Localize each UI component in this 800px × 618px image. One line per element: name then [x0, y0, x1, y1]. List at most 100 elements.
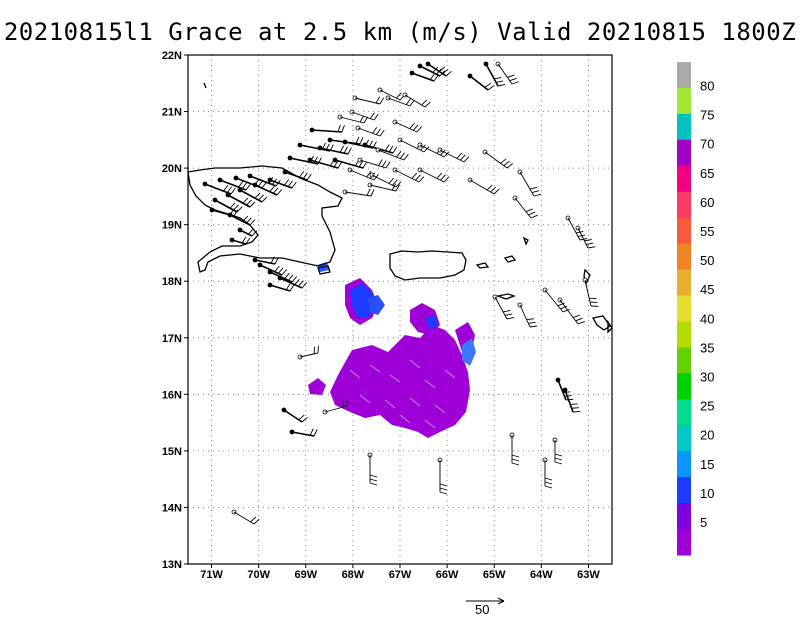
colorbar-swatch	[677, 191, 691, 219]
lon-tick-label: 64W	[530, 569, 553, 581]
colorbar-swatch	[677, 165, 691, 193]
lat-tick-label: 15N	[162, 446, 182, 458]
wind-barb	[509, 432, 520, 466]
wind-barb	[552, 437, 563, 465]
wind-barb	[495, 61, 520, 85]
wind-barbs	[202, 61, 599, 525]
colorbar-label: 35	[700, 340, 714, 355]
wind-barb	[237, 227, 258, 237]
wind-barb	[367, 452, 378, 486]
wind-barb	[357, 157, 391, 169]
colorbar-swatch	[677, 425, 691, 452]
colorbar-label: 30	[700, 370, 714, 385]
wind-barb	[367, 182, 400, 192]
lat-tick-label: 14N	[162, 502, 182, 514]
wind-barb	[342, 188, 375, 197]
wind-barb	[252, 256, 279, 265]
wind-barb	[392, 119, 423, 133]
lat-tick-label: 22N	[162, 50, 182, 62]
wind-barb	[267, 177, 297, 189]
colorbar: 5 10 15 20 25 30 35 40 45 50 55 60 65 70 75 80	[677, 62, 714, 556]
wind-barb	[307, 157, 343, 169]
reference-arrowhead	[497, 597, 505, 605]
colorbar-label: 45	[700, 282, 714, 297]
wind-barb	[392, 167, 425, 183]
wind-barb	[512, 195, 538, 219]
wind-barb	[482, 149, 514, 169]
colorbar-label: 55	[700, 224, 714, 239]
wind-barb	[575, 225, 596, 249]
wind-barb	[281, 407, 308, 423]
wind-barb	[202, 181, 236, 195]
colorbar-swatch	[677, 477, 691, 504]
wind-barb	[467, 73, 495, 91]
wind-barb	[237, 187, 268, 203]
colorbar-label: 5	[700, 515, 707, 530]
colorbar-swatch	[677, 451, 691, 478]
wind-barb	[229, 236, 251, 245]
wind-barb	[377, 87, 406, 101]
colorbar-label: 65	[700, 166, 714, 181]
lat-tick-label: 20N	[162, 163, 182, 175]
lon-tick-label: 70W	[247, 569, 270, 581]
lon-tick-label: 67W	[389, 569, 412, 581]
colorbar-swatch	[677, 529, 691, 556]
colorbar-label: 25	[700, 399, 714, 414]
wind-barb	[322, 398, 348, 415]
colorbar-swatch	[677, 373, 691, 400]
colorbar-label: 50	[700, 253, 714, 268]
colorbar-label: 15	[700, 457, 714, 472]
colorbar-label: 70	[700, 137, 714, 152]
wind-barb	[409, 70, 439, 82]
wind-barb	[289, 428, 318, 437]
lon-tick-label: 63W	[577, 569, 600, 581]
wind-barb	[562, 387, 581, 413]
lat-lon-grid	[188, 55, 612, 564]
wind-barb	[282, 169, 312, 181]
colorbar-swatch	[677, 139, 691, 167]
wind-barb	[542, 287, 570, 313]
colorbar-swatch	[677, 399, 691, 426]
lat-tick-label: 21N	[162, 107, 182, 119]
lat-tick-label: 19N	[162, 220, 182, 232]
wind-barb	[425, 61, 452, 77]
colorbar-label: 20	[700, 428, 714, 443]
lon-tick-label: 71W	[200, 569, 223, 581]
lon-tick-label: 69W	[294, 569, 317, 581]
map-plot-area	[187, 54, 613, 565]
colorbar-swatch	[677, 217, 691, 245]
colorbar-label: 75	[700, 108, 714, 123]
reference-label: 50	[475, 602, 489, 617]
lon-tick-label: 65W	[483, 569, 506, 581]
wind-barb	[375, 147, 409, 161]
wind-barb	[355, 125, 385, 137]
wind-barb	[231, 509, 260, 525]
wind-barb	[385, 95, 415, 107]
colorbar-swatch	[677, 243, 691, 271]
wind-barb	[233, 175, 267, 189]
colorbar-label: 80	[700, 79, 714, 94]
colorbar-swatch	[677, 87, 691, 115]
wind-barb	[309, 124, 345, 133]
wind-barb	[277, 275, 308, 289]
wind-barb	[349, 109, 379, 121]
colorbar-label: 60	[700, 195, 714, 210]
wind-barb	[417, 167, 450, 183]
wind-barb	[337, 114, 369, 124]
lon-tick-label: 66W	[436, 569, 459, 581]
lat-tick-label: 18N	[162, 276, 182, 288]
wind-barb	[227, 212, 256, 226]
wind-barb	[467, 177, 500, 195]
wind-barb	[517, 302, 538, 328]
wind-barb	[492, 294, 515, 320]
wind-barb	[297, 345, 319, 360]
lat-tick-label: 17N	[162, 333, 182, 345]
wind-barb	[267, 282, 295, 292]
colorbar-swatch	[677, 295, 691, 322]
wind-barb	[369, 172, 402, 188]
wind-barb	[437, 147, 470, 163]
reference-vector: 50	[466, 597, 505, 617]
lat-tick-label: 16N	[162, 389, 182, 401]
colorbar-label: 10	[700, 486, 714, 501]
wind-barb	[362, 142, 398, 154]
